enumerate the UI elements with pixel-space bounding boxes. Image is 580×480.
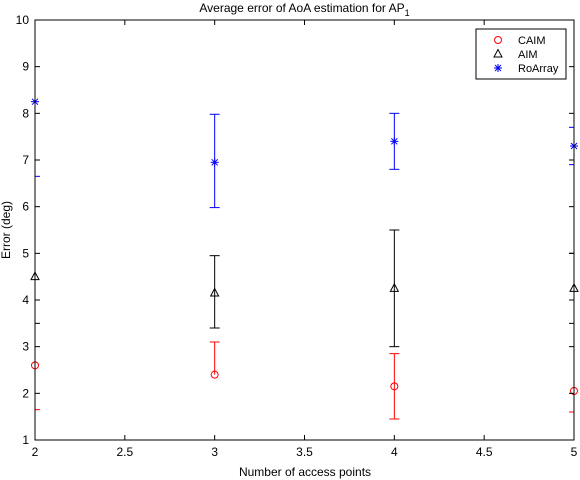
legend-label-roarray: RoArray [518, 63, 559, 75]
x-tick-label: 3 [211, 445, 218, 459]
y-tick-label: 6 [22, 200, 29, 214]
legend-marker-roarray [494, 64, 502, 72]
x-tick-label: 4 [391, 445, 398, 459]
x-tick-label: 2 [32, 445, 39, 459]
data-point-aim [389, 282, 400, 292]
legend-label-aim: AIM [518, 49, 538, 61]
chart-title: Average error of AoA estimation for AP1 [199, 1, 409, 18]
y-tick-label: 9 [22, 60, 29, 74]
data-point-aim [209, 287, 220, 297]
y-tick-label: 5 [22, 246, 29, 260]
legend: CAIM AIM RoArray [475, 28, 567, 80]
chart-title-subscript: 1 [405, 8, 410, 18]
y-tick-label: 7 [22, 153, 29, 167]
y-tick-label: 10 [16, 13, 30, 27]
data-point-roarray [210, 158, 219, 167]
x-axis-label: Number of access points [239, 465, 371, 479]
legend-marker-aim [493, 48, 503, 58]
y-tick-label: 4 [22, 293, 29, 307]
x-tick-label: 3.5 [296, 445, 313, 459]
legend-marker-caim [494, 36, 502, 44]
x-tick-label: 4.5 [476, 445, 493, 459]
y-tick-label: 1 [22, 433, 29, 447]
legend-box [475, 28, 567, 80]
x-tick-label: 2.5 [116, 445, 133, 459]
y-tick-label: 3 [22, 340, 29, 354]
y-tick-label: 8 [22, 106, 29, 120]
legend-label-caim: CAIM [518, 35, 546, 47]
data-point-caim [390, 382, 399, 391]
y-axis-label: Error (deg) [0, 201, 13, 259]
chart-title-main: Average error of AoA estimation for AP [199, 1, 404, 15]
y-tick-label: 2 [22, 386, 29, 400]
data-point-caim [210, 370, 219, 379]
x-tick-label: 5 [571, 445, 578, 459]
data-point-roarray [390, 137, 399, 146]
